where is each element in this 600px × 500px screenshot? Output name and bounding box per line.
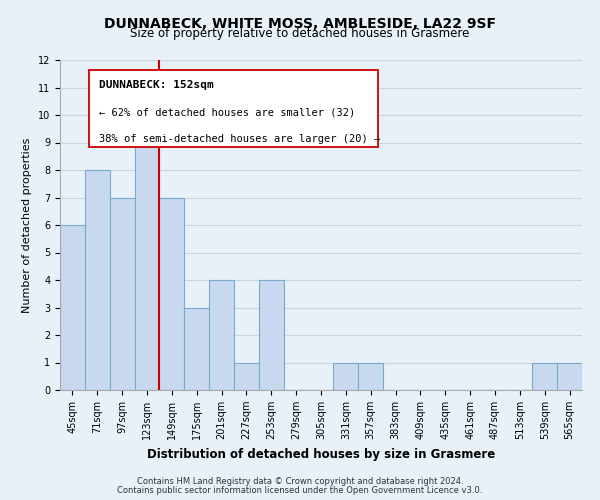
- Bar: [334, 362, 358, 390]
- Bar: [557, 362, 582, 390]
- Text: Size of property relative to detached houses in Grasmere: Size of property relative to detached ho…: [130, 28, 470, 40]
- Bar: [532, 362, 557, 390]
- Text: DUNNABECK: 152sqm: DUNNABECK: 152sqm: [99, 80, 214, 90]
- Bar: [259, 280, 284, 390]
- Bar: [160, 198, 184, 390]
- FancyBboxPatch shape: [89, 70, 379, 148]
- X-axis label: Distribution of detached houses by size in Grasmere: Distribution of detached houses by size …: [147, 448, 495, 460]
- Bar: [60, 225, 85, 390]
- Bar: [184, 308, 209, 390]
- Y-axis label: Number of detached properties: Number of detached properties: [22, 138, 32, 312]
- Text: DUNNABECK, WHITE MOSS, AMBLESIDE, LA22 9SF: DUNNABECK, WHITE MOSS, AMBLESIDE, LA22 9…: [104, 18, 496, 32]
- Text: Contains HM Land Registry data © Crown copyright and database right 2024.: Contains HM Land Registry data © Crown c…: [137, 477, 463, 486]
- Bar: [234, 362, 259, 390]
- Bar: [134, 115, 160, 390]
- Bar: [85, 170, 110, 390]
- Bar: [358, 362, 383, 390]
- Bar: [110, 198, 134, 390]
- Bar: [209, 280, 234, 390]
- Text: ← 62% of detached houses are smaller (32): ← 62% of detached houses are smaller (32…: [99, 108, 355, 118]
- Text: 38% of semi-detached houses are larger (20) →: 38% of semi-detached houses are larger (…: [99, 134, 380, 144]
- Text: Contains public sector information licensed under the Open Government Licence v3: Contains public sector information licen…: [118, 486, 482, 495]
